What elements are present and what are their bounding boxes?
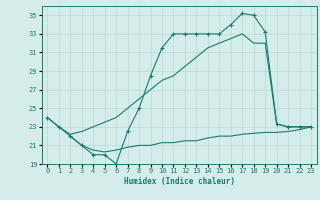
X-axis label: Humidex (Indice chaleur): Humidex (Indice chaleur) (124, 177, 235, 186)
